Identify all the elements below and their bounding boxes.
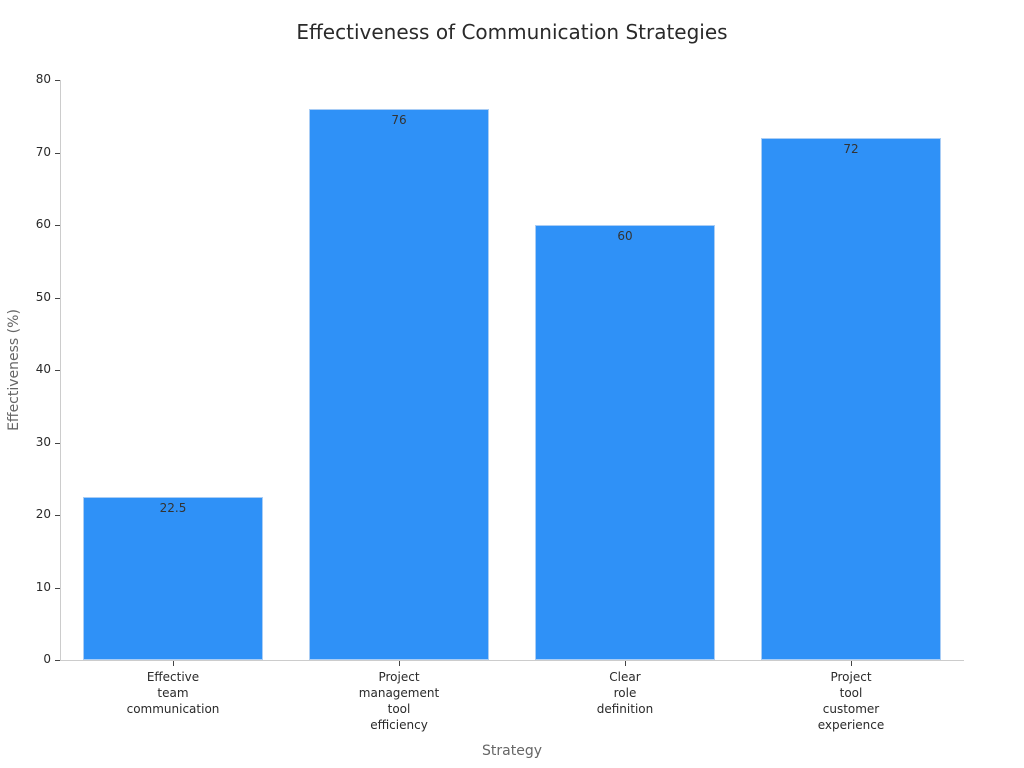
bar-value-label: 76 xyxy=(391,113,407,127)
x-axis-line xyxy=(60,660,964,661)
bar[interactable]: 72 xyxy=(761,138,941,660)
x-tick-label: Project tool customer experience xyxy=(817,670,885,732)
x-tick-label: Clear role definition xyxy=(596,670,654,716)
bar[interactable]: 60 xyxy=(535,225,715,660)
y-tick-label: 50 xyxy=(35,289,51,304)
y-tick-mark xyxy=(55,152,60,154)
x-tick-mark xyxy=(173,661,174,666)
y-tick-label: 30 xyxy=(35,434,51,449)
x-tick-mark xyxy=(851,661,852,666)
y-tick-mark xyxy=(55,370,60,371)
y-tick-label: 0 xyxy=(43,652,51,666)
bar-value-label: 60 xyxy=(617,229,633,243)
y-tick-label: 40 xyxy=(35,362,51,376)
y-tick-label: 60 xyxy=(35,217,51,231)
y-tick-label: 80 xyxy=(35,72,51,86)
y-axis-line xyxy=(60,80,61,661)
x-tick-label: Project management tool efficiency xyxy=(358,670,440,732)
y-tick-mark xyxy=(55,587,60,589)
bar-value-label: 72 xyxy=(843,142,859,156)
x-tick-label: Effective team communication xyxy=(126,670,220,716)
y-axis-label: Effectiveness (%) xyxy=(6,309,22,431)
bar[interactable]: 22.5 xyxy=(83,496,263,660)
y-tick-label: 70 xyxy=(35,144,51,159)
x-tick-mark xyxy=(399,661,400,666)
y-tick-mark xyxy=(55,225,60,226)
x-tick-mark xyxy=(625,661,626,666)
y-tick-label: 20 xyxy=(35,507,51,521)
x-axis-label: Strategy xyxy=(482,743,542,759)
y-tick-mark xyxy=(55,515,60,516)
y-tick-mark xyxy=(55,297,60,299)
y-tick-mark xyxy=(55,80,60,81)
bar[interactable]: 76 xyxy=(309,109,489,660)
y-tick-label: 10 xyxy=(35,579,51,594)
y-tick-mark xyxy=(55,660,60,661)
chart-title: Effectiveness of Communication Strategie… xyxy=(296,20,728,44)
bar-value-label: 22.5 xyxy=(159,500,187,515)
y-tick-mark xyxy=(55,442,60,444)
